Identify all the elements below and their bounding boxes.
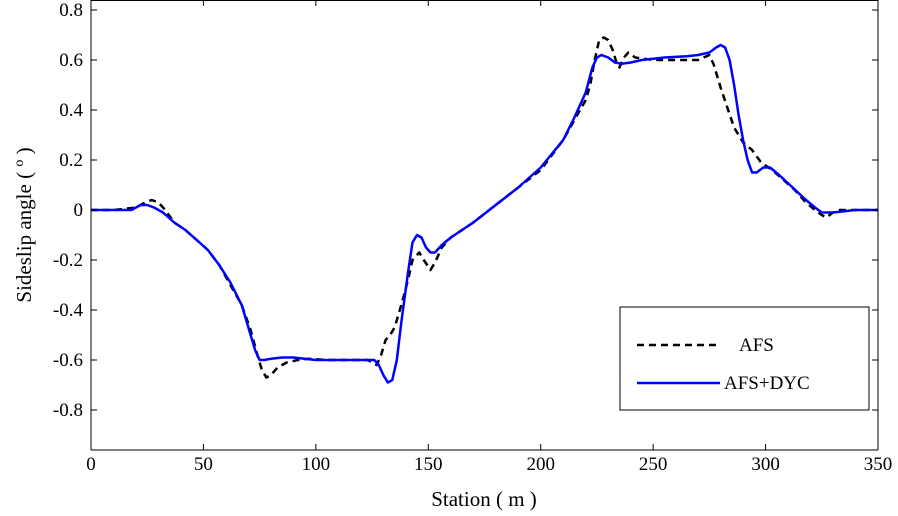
y-ticks: -0.8 -0.6 -0.4 -0.2 0 0.2 0.4 0.6 0.8 — [53, 0, 878, 421]
y-tick-label: -0.2 — [53, 250, 83, 271]
series-layer — [91, 36, 878, 384]
degree-superscript: o — [12, 160, 27, 167]
x-tick-label: 350 — [864, 454, 893, 475]
x-tick-label: 300 — [751, 454, 780, 475]
series-line-afs-dyc — [91, 43, 878, 384]
x-tick-label: 0 — [86, 454, 96, 475]
y-tick-label: 0.4 — [59, 100, 83, 121]
y-tick-label: 0.8 — [59, 0, 83, 21]
y-tick-label: 0.6 — [59, 50, 83, 71]
legend: AFS AFS+DYC — [619, 306, 870, 411]
x-tick-label: 50 — [194, 454, 213, 475]
legend-box — [619, 306, 870, 411]
y-tick-label: -0.8 — [53, 400, 83, 421]
legend-label-afs: AFS — [739, 335, 774, 356]
y-tick-label: -0.6 — [53, 350, 83, 371]
x-tick-label: 150 — [414, 454, 443, 475]
y-tick-label: 0.2 — [59, 150, 83, 171]
y-tick-label: 0 — [74, 200, 84, 221]
x-tick-label: 200 — [526, 454, 555, 475]
y-axis-label: Sideslip angle ( o ) — [12, 147, 36, 302]
x-axis-label: Station ( m ) — [431, 487, 537, 511]
x-tick-label: 250 — [639, 454, 668, 475]
legend-label-afs-dyc: AFS+DYC — [724, 373, 810, 394]
y-tick-label: -0.4 — [53, 300, 84, 321]
x-ticks: 0 50 100 150 200 250 300 350 — [86, 0, 892, 475]
x-tick-label: 100 — [302, 454, 331, 475]
